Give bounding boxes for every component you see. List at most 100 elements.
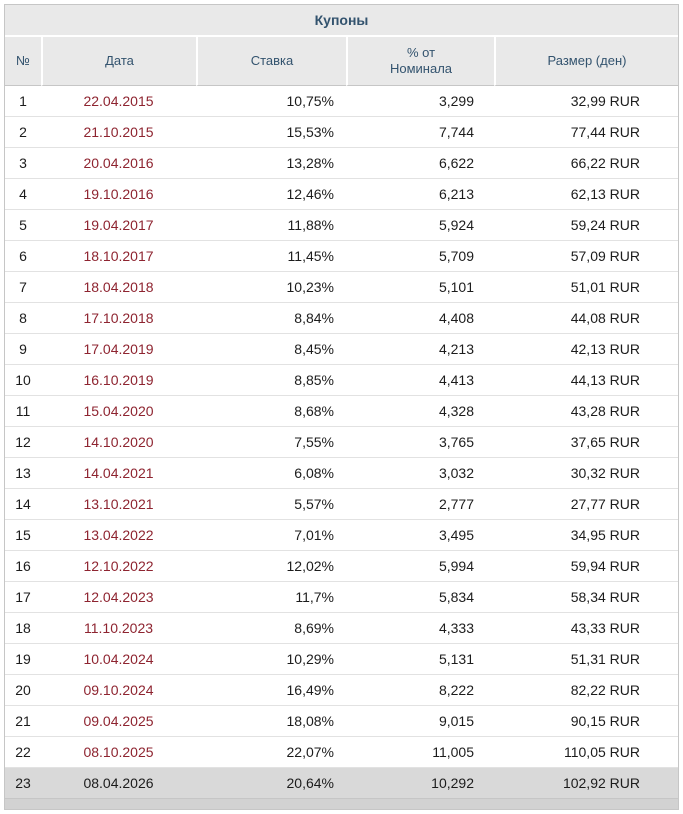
cell-rate: 8,68% [196, 396, 346, 427]
cell-pct_nominal: 4,408 [346, 303, 494, 334]
cell-num: 4 [5, 179, 41, 210]
cell-rate: 8,45% [196, 334, 346, 365]
cell-pct_nominal: 5,709 [346, 241, 494, 272]
cell-rate: 11,45% [196, 241, 346, 272]
cell-pct_nominal: 5,994 [346, 551, 494, 582]
cell-rate: 11,88% [196, 210, 346, 241]
cell-size: 51,01 RUR [494, 272, 678, 303]
cell-rate: 10,23% [196, 272, 346, 303]
cell-pct_nominal: 6,622 [346, 148, 494, 179]
cell-size: 32,99 RUR [494, 86, 678, 117]
cell-date: 20.04.2016 [41, 148, 196, 179]
cell-rate: 22,07% [196, 737, 346, 768]
cell-num: 23 [5, 768, 41, 798]
coupon-date-link[interactable]: 12.04.2023 [83, 589, 154, 605]
coupon-date-link[interactable]: 15.04.2020 [83, 403, 154, 419]
cell-date: 17.10.2018 [41, 303, 196, 334]
cell-pct_nominal: 8,222 [346, 675, 494, 706]
cell-pct_nominal: 3,032 [346, 458, 494, 489]
table-title: Купоны [5, 5, 678, 37]
coupons-table-body: 1 22.04.2015 10,75% 3,299 32,99 RUR 2 21.10.20… [5, 86, 678, 798]
cell-date: 13.04.2022 [41, 520, 196, 551]
cell-pct_nominal: 5,834 [346, 582, 494, 613]
table-row: 8 17.10.2018 8,84% 4,408 44,08 RUR [5, 303, 678, 334]
coupon-date-link[interactable]: 17.04.2019 [83, 341, 154, 357]
cell-date: 19.10.2016 [41, 179, 196, 210]
coupon-date-link[interactable]: 18.04.2018 [83, 279, 154, 295]
column-header-size: Размер (ден) [494, 37, 678, 86]
column-header-pct_nominal: % от Номинала [346, 37, 494, 86]
cell-size: 59,24 RUR [494, 210, 678, 241]
coupon-date-link[interactable]: 18.10.2017 [83, 248, 154, 264]
coupon-date-link[interactable]: 09.10.2024 [83, 682, 154, 698]
coupon-date-link[interactable]: 10.04.2024 [83, 651, 154, 667]
table-title-row: Купоны [5, 5, 678, 37]
cell-rate: 12,02% [196, 551, 346, 582]
coupon-date-link[interactable]: 11.10.2023 [83, 620, 154, 636]
coupon-date-link[interactable]: 19.10.2016 [83, 186, 154, 202]
cell-rate: 6,08% [196, 458, 346, 489]
table-row: 15 13.04.2022 7,01% 3,495 34,95 RUR [5, 520, 678, 551]
cell-date: 21.10.2015 [41, 117, 196, 148]
cell-num: 14 [5, 489, 41, 520]
cell-num: 13 [5, 458, 41, 489]
table-row: 5 19.04.2017 11,88% 5,924 59,24 RUR [5, 210, 678, 241]
table-row: 13 14.04.2021 6,08% 3,032 30,32 RUR [5, 458, 678, 489]
coupon-date-link[interactable]: 09.04.2025 [83, 713, 154, 729]
cell-rate: 18,08% [196, 706, 346, 737]
coupon-date-link[interactable]: 20.04.2016 [83, 155, 154, 171]
cell-rate: 5,57% [196, 489, 346, 520]
cell-size: 44,13 RUR [494, 365, 678, 396]
coupon-date-link[interactable]: 22.04.2015 [83, 93, 154, 109]
cell-pct_nominal: 4,213 [346, 334, 494, 365]
cell-date: 12.10.2022 [41, 551, 196, 582]
cell-size: 42,13 RUR [494, 334, 678, 365]
coupon-date-link[interactable]: 12.10.2022 [83, 558, 154, 574]
cell-size: 57,09 RUR [494, 241, 678, 272]
coupon-date-link[interactable]: 14.04.2021 [83, 465, 154, 481]
table-row: 19 10.04.2024 10,29% 5,131 51,31 RUR [5, 644, 678, 675]
coupon-date-link[interactable]: 17.10.2018 [83, 310, 154, 326]
column-header-num: № [5, 37, 41, 86]
coupon-date-link[interactable]: 21.10.2015 [83, 124, 154, 140]
cell-size: 43,33 RUR [494, 613, 678, 644]
cell-pct_nominal: 4,413 [346, 365, 494, 396]
cell-size: 43,28 RUR [494, 396, 678, 427]
coupon-date-link[interactable]: 16.10.2019 [83, 372, 154, 388]
table-row: 11 15.04.2020 8,68% 4,328 43,28 RUR [5, 396, 678, 427]
cell-date: 17.04.2019 [41, 334, 196, 365]
cell-rate: 15,53% [196, 117, 346, 148]
cell-num: 6 [5, 241, 41, 272]
cell-size: 44,08 RUR [494, 303, 678, 334]
cell-rate: 16,49% [196, 675, 346, 706]
cell-num: 1 [5, 86, 41, 117]
cell-pct_nominal: 6,213 [346, 179, 494, 210]
cell-date: 08.04.2026 [41, 768, 196, 798]
coupon-date-link[interactable]: 13.10.2021 [83, 496, 154, 512]
table-row: 6 18.10.2017 11,45% 5,709 57,09 RUR [5, 241, 678, 272]
coupon-date-link[interactable]: 13.04.2022 [83, 527, 154, 543]
cell-num: 21 [5, 706, 41, 737]
column-header-date: Дата [41, 37, 196, 86]
coupon-date-link[interactable]: 08.10.2025 [83, 744, 154, 760]
cell-date: 10.04.2024 [41, 644, 196, 675]
coupon-date-link[interactable]: 14.10.2020 [83, 434, 154, 450]
table-row: 16 12.10.2022 12,02% 5,994 59,94 RUR [5, 551, 678, 582]
cell-pct_nominal: 5,131 [346, 644, 494, 675]
cell-date: 22.04.2015 [41, 86, 196, 117]
cell-size: 102,92 RUR [494, 768, 678, 798]
table-row: 10 16.10.2019 8,85% 4,413 44,13 RUR [5, 365, 678, 396]
cell-size: 37,65 RUR [494, 427, 678, 458]
cell-date: 18.04.2018 [41, 272, 196, 303]
cell-num: 5 [5, 210, 41, 241]
table-row: 12 14.10.2020 7,55% 3,765 37,65 RUR [5, 427, 678, 458]
column-header-rate: Ставка [196, 37, 346, 86]
cell-pct_nominal: 5,924 [346, 210, 494, 241]
table-row: 14 13.10.2021 5,57% 2,777 27,77 RUR [5, 489, 678, 520]
cell-date: 08.10.2025 [41, 737, 196, 768]
cell-pct_nominal: 10,292 [346, 768, 494, 798]
coupon-date-link[interactable]: 19.04.2017 [83, 217, 154, 233]
cell-size: 58,34 RUR [494, 582, 678, 613]
cell-size: 90,15 RUR [494, 706, 678, 737]
cell-rate: 11,7% [196, 582, 346, 613]
